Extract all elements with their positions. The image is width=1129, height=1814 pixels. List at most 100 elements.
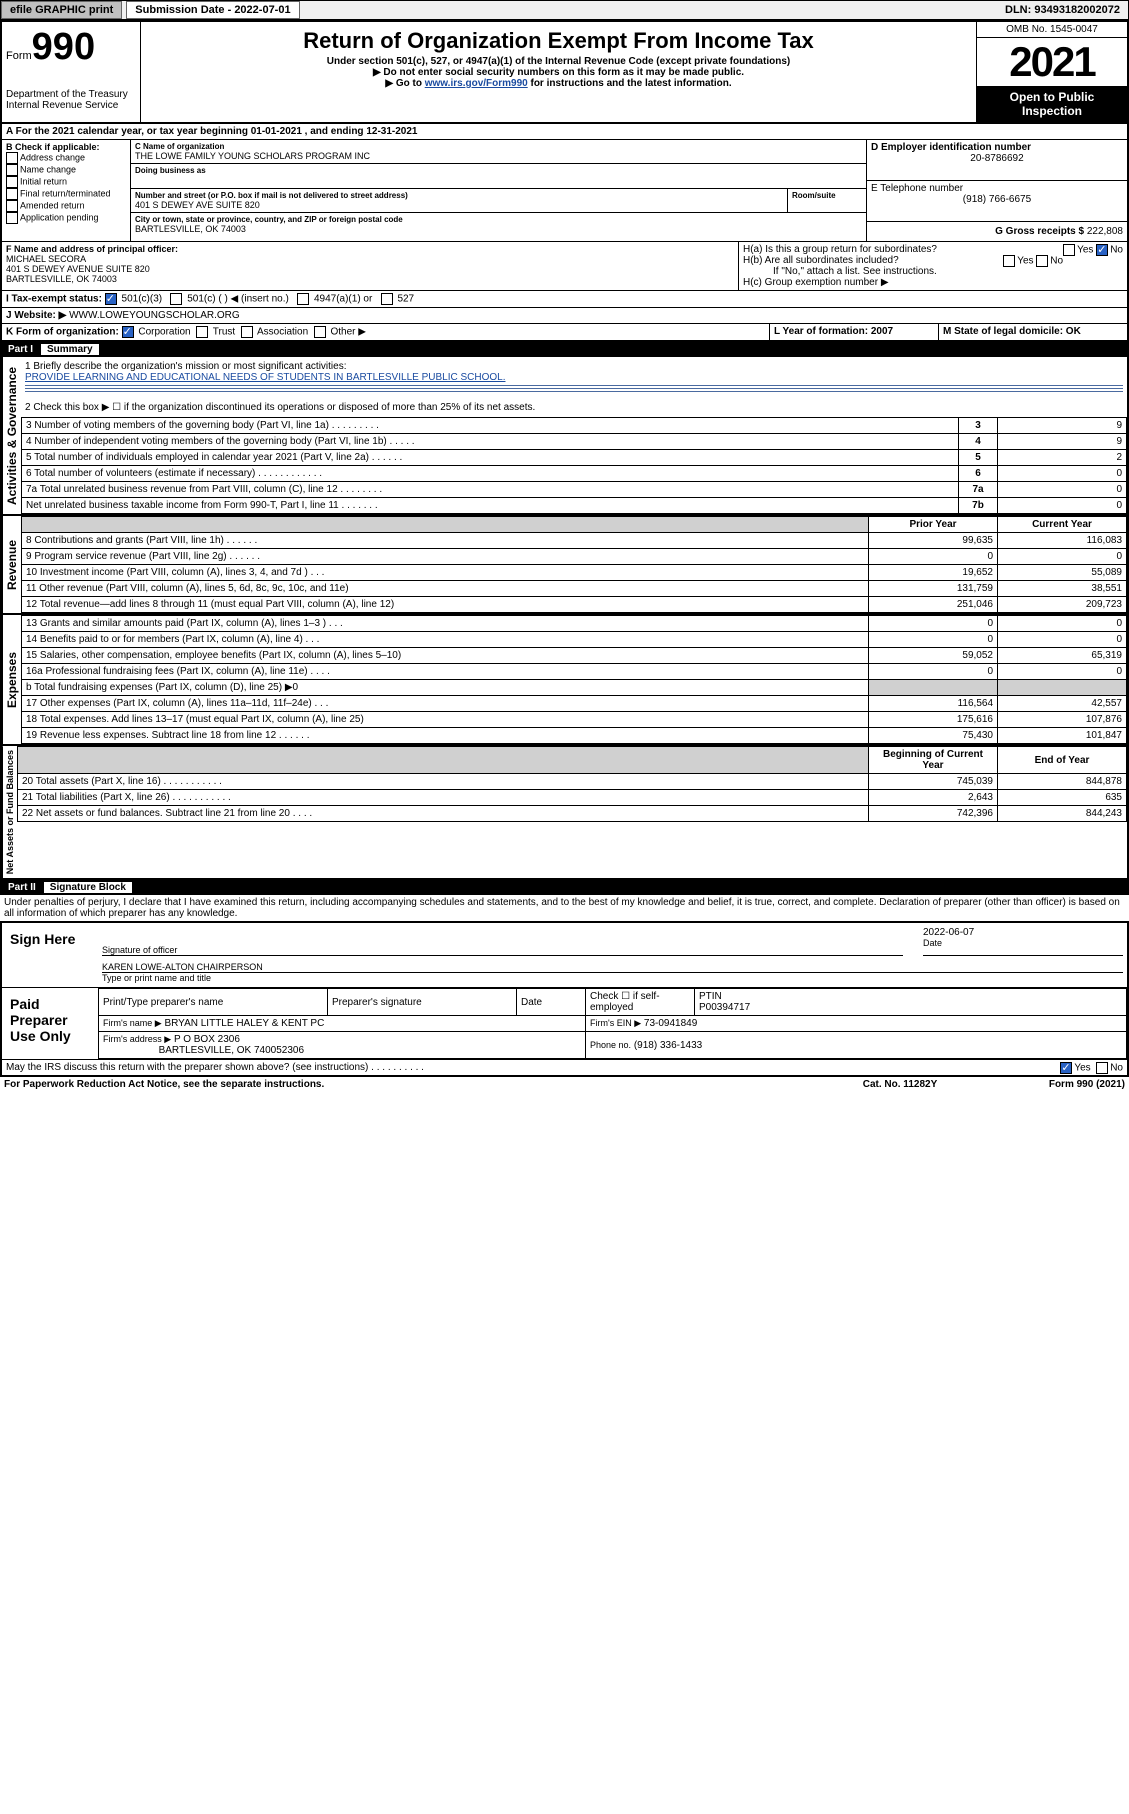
- state-domicile: M State of legal domicile: OK: [943, 326, 1081, 337]
- form-number: Form990: [6, 26, 136, 69]
- part2-title: Signature Block: [44, 882, 132, 893]
- ha-row: H(a) Is this a group return for subordin…: [743, 244, 1123, 255]
- check-other[interactable]: [314, 326, 326, 338]
- paid-preparer-label: Paid Preparer Use Only: [2, 988, 98, 1059]
- check-trust[interactable]: [196, 326, 208, 338]
- label-d: D Employer identification number: [871, 142, 1123, 153]
- activities-governance: Activities & Governance 1 Briefly descri…: [0, 357, 1129, 516]
- check-assoc[interactable]: [241, 326, 253, 338]
- hb-label: H(b) Are all subordinates included?: [743, 255, 899, 266]
- hc-row: H(c) Group exemption number ▶: [743, 277, 1123, 288]
- netassets-section: Net Assets or Fund Balances Beginning of…: [0, 746, 1129, 880]
- check-address[interactable]: Address change: [6, 152, 126, 164]
- tax-year: 2021: [977, 38, 1127, 86]
- check-name[interactable]: Name change: [6, 164, 126, 176]
- header: Form990 Department of the Treasury Inter…: [0, 20, 1129, 124]
- website-value: WWW.LOWEYOUNGSCHOLAR.ORG: [69, 310, 240, 321]
- discuss-no[interactable]: [1096, 1062, 1108, 1074]
- ha-label: H(a) Is this a group return for subordin…: [743, 244, 937, 255]
- netassets-table: Beginning of Current YearEnd of Year 20 …: [17, 746, 1127, 822]
- sig-date: 2022-06-07: [923, 927, 1123, 938]
- label-f: F Name and address of principal officer:: [6, 244, 734, 254]
- section-i: I Tax-exempt status: 501(c)(3) 501(c) ( …: [0, 291, 1129, 308]
- firm-name: BRYAN LITTLE HALEY & KENT PC: [164, 1018, 324, 1029]
- lines-3-7: 3 Number of voting members of the govern…: [21, 417, 1127, 514]
- ptin-value: P00394717: [699, 1002, 750, 1013]
- officer-addr2: BARTLESVILLE, OK 74003: [6, 274, 734, 284]
- check-initial[interactable]: Initial return: [6, 176, 126, 188]
- check-4947[interactable]: [297, 293, 309, 305]
- phone-value: (918) 766-6675: [871, 194, 1123, 205]
- sign-here-label: Sign Here: [2, 923, 98, 987]
- revenue-table: Prior YearCurrent Year 8 Contributions a…: [21, 516, 1127, 613]
- omb-number: OMB No. 1545-0047: [977, 22, 1127, 38]
- footer-right: Form 990 (2021): [975, 1079, 1125, 1090]
- subtitle-2: ▶ Do not enter social security numbers o…: [145, 67, 972, 78]
- label-k: K Form of organization:: [6, 327, 119, 338]
- may-discuss-row: May the IRS discuss this return with the…: [2, 1060, 1127, 1075]
- irs-label: Internal Revenue Service: [6, 100, 136, 111]
- side-rev: Revenue: [2, 516, 21, 613]
- firm-phone: (918) 336-1433: [634, 1040, 702, 1051]
- page-footer: For Paperwork Reduction Act Notice, see …: [0, 1077, 1129, 1092]
- hb-row: H(b) Are all subordinates included? Yes …: [743, 255, 1123, 266]
- subtitle-3: ▶ Go to www.irs.gov/Form990 for instruct…: [145, 78, 972, 89]
- side-exp: Expenses: [2, 615, 21, 744]
- goto-pre: ▶ Go to: [385, 78, 424, 89]
- expenses-table: 13 Grants and similar amounts paid (Part…: [21, 615, 1127, 744]
- form-990: 990: [32, 26, 95, 68]
- graphic-print-button[interactable]: efile GRAPHIC print: [1, 1, 122, 19]
- hb-note: If "No," attach a list. See instructions…: [743, 266, 1123, 277]
- part2-header: Part II Signature Block: [0, 880, 1129, 895]
- form-label: Form: [6, 50, 32, 62]
- declaration: Under penalties of perjury, I declare th…: [0, 895, 1129, 921]
- box-b-label: B Check if applicable:: [6, 142, 126, 152]
- street-label: Number and street (or P.O. box if mail i…: [135, 191, 783, 200]
- tax-year-range: A For the 2021 calendar year, or tax yea…: [2, 124, 421, 139]
- open-public: Open to Public Inspection: [977, 86, 1127, 122]
- discuss-yes[interactable]: [1060, 1062, 1072, 1074]
- check-501c[interactable]: [170, 293, 182, 305]
- room-label: Room/suite: [792, 191, 862, 200]
- expenses-section: Expenses 13 Grants and similar amounts p…: [0, 615, 1129, 746]
- city-label: City or town, state or province, country…: [135, 215, 862, 224]
- firm-addr2: BARTLESVILLE, OK 740052306: [159, 1045, 304, 1056]
- sig-officer-label: Signature of officer: [102, 945, 903, 955]
- gross-receipts: 222,808: [1087, 226, 1123, 237]
- check-corp[interactable]: [122, 326, 134, 338]
- label-g: G Gross receipts $: [995, 226, 1084, 237]
- dba-label: Doing business as: [135, 166, 862, 175]
- goto-post: for instructions and the latest informat…: [528, 78, 732, 89]
- check-final[interactable]: Final return/terminated: [6, 188, 126, 200]
- label-j: J Website: ▶: [6, 310, 66, 321]
- revenue-section: Revenue Prior YearCurrent Year 8 Contrib…: [0, 516, 1129, 615]
- org-name: THE LOWE FAMILY YOUNG SCHOLARS PROGRAM I…: [135, 151, 862, 161]
- section-j: J Website: ▶ WWW.LOWEYOUNGSCHOLAR.ORG: [0, 308, 1129, 324]
- line1-text: PROVIDE LEARNING AND EDUCATIONAL NEEDS O…: [25, 372, 1123, 383]
- line-a: A For the 2021 calendar year, or tax yea…: [0, 124, 1129, 140]
- check-501c3[interactable]: [105, 293, 117, 305]
- signer-name-label: Type or print name and title: [102, 973, 1123, 983]
- submission-date: Submission Date - 2022-07-01: [126, 1, 299, 19]
- footer-left: For Paperwork Reduction Act Notice, see …: [4, 1079, 825, 1090]
- line1-label: 1 Briefly describe the organization's mi…: [25, 361, 1123, 372]
- check-amended[interactable]: Amended return: [6, 200, 126, 212]
- dln-value: DLN: 93493182002072: [997, 2, 1128, 18]
- sig-date-label: Date: [923, 938, 1123, 948]
- subtitle-1: Under section 501(c), 527, or 4947(a)(1)…: [145, 56, 972, 67]
- top-bar: efile GRAPHIC print Submission Date - 20…: [0, 0, 1129, 20]
- dept-treasury: Department of the Treasury: [6, 89, 136, 100]
- label-i: I Tax-exempt status:: [6, 294, 102, 305]
- officer-name: MICHAEL SECORA: [6, 254, 734, 264]
- check-application[interactable]: Application pending: [6, 212, 126, 224]
- sign-here-block: Sign Here Signature of officer 2022-06-0…: [0, 921, 1129, 1077]
- check-527[interactable]: [381, 293, 393, 305]
- line2: 2 Check this box ▶ ☐ if the organization…: [21, 398, 1127, 417]
- section-fh: F Name and address of principal officer:…: [0, 242, 1129, 291]
- part1-title: Summary: [41, 344, 99, 355]
- label-e: E Telephone number: [871, 183, 1123, 194]
- section-klm: K Form of organization: Corporation Trus…: [0, 324, 1129, 342]
- irs-link[interactable]: www.irs.gov/Form990: [425, 78, 528, 89]
- label-c: C Name of organization: [135, 142, 862, 151]
- street-value: 401 S DEWEY AVE SUITE 820: [135, 200, 783, 210]
